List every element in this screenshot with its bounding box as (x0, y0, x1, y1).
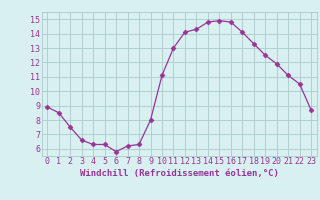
X-axis label: Windchill (Refroidissement éolien,°C): Windchill (Refroidissement éolien,°C) (80, 169, 279, 178)
